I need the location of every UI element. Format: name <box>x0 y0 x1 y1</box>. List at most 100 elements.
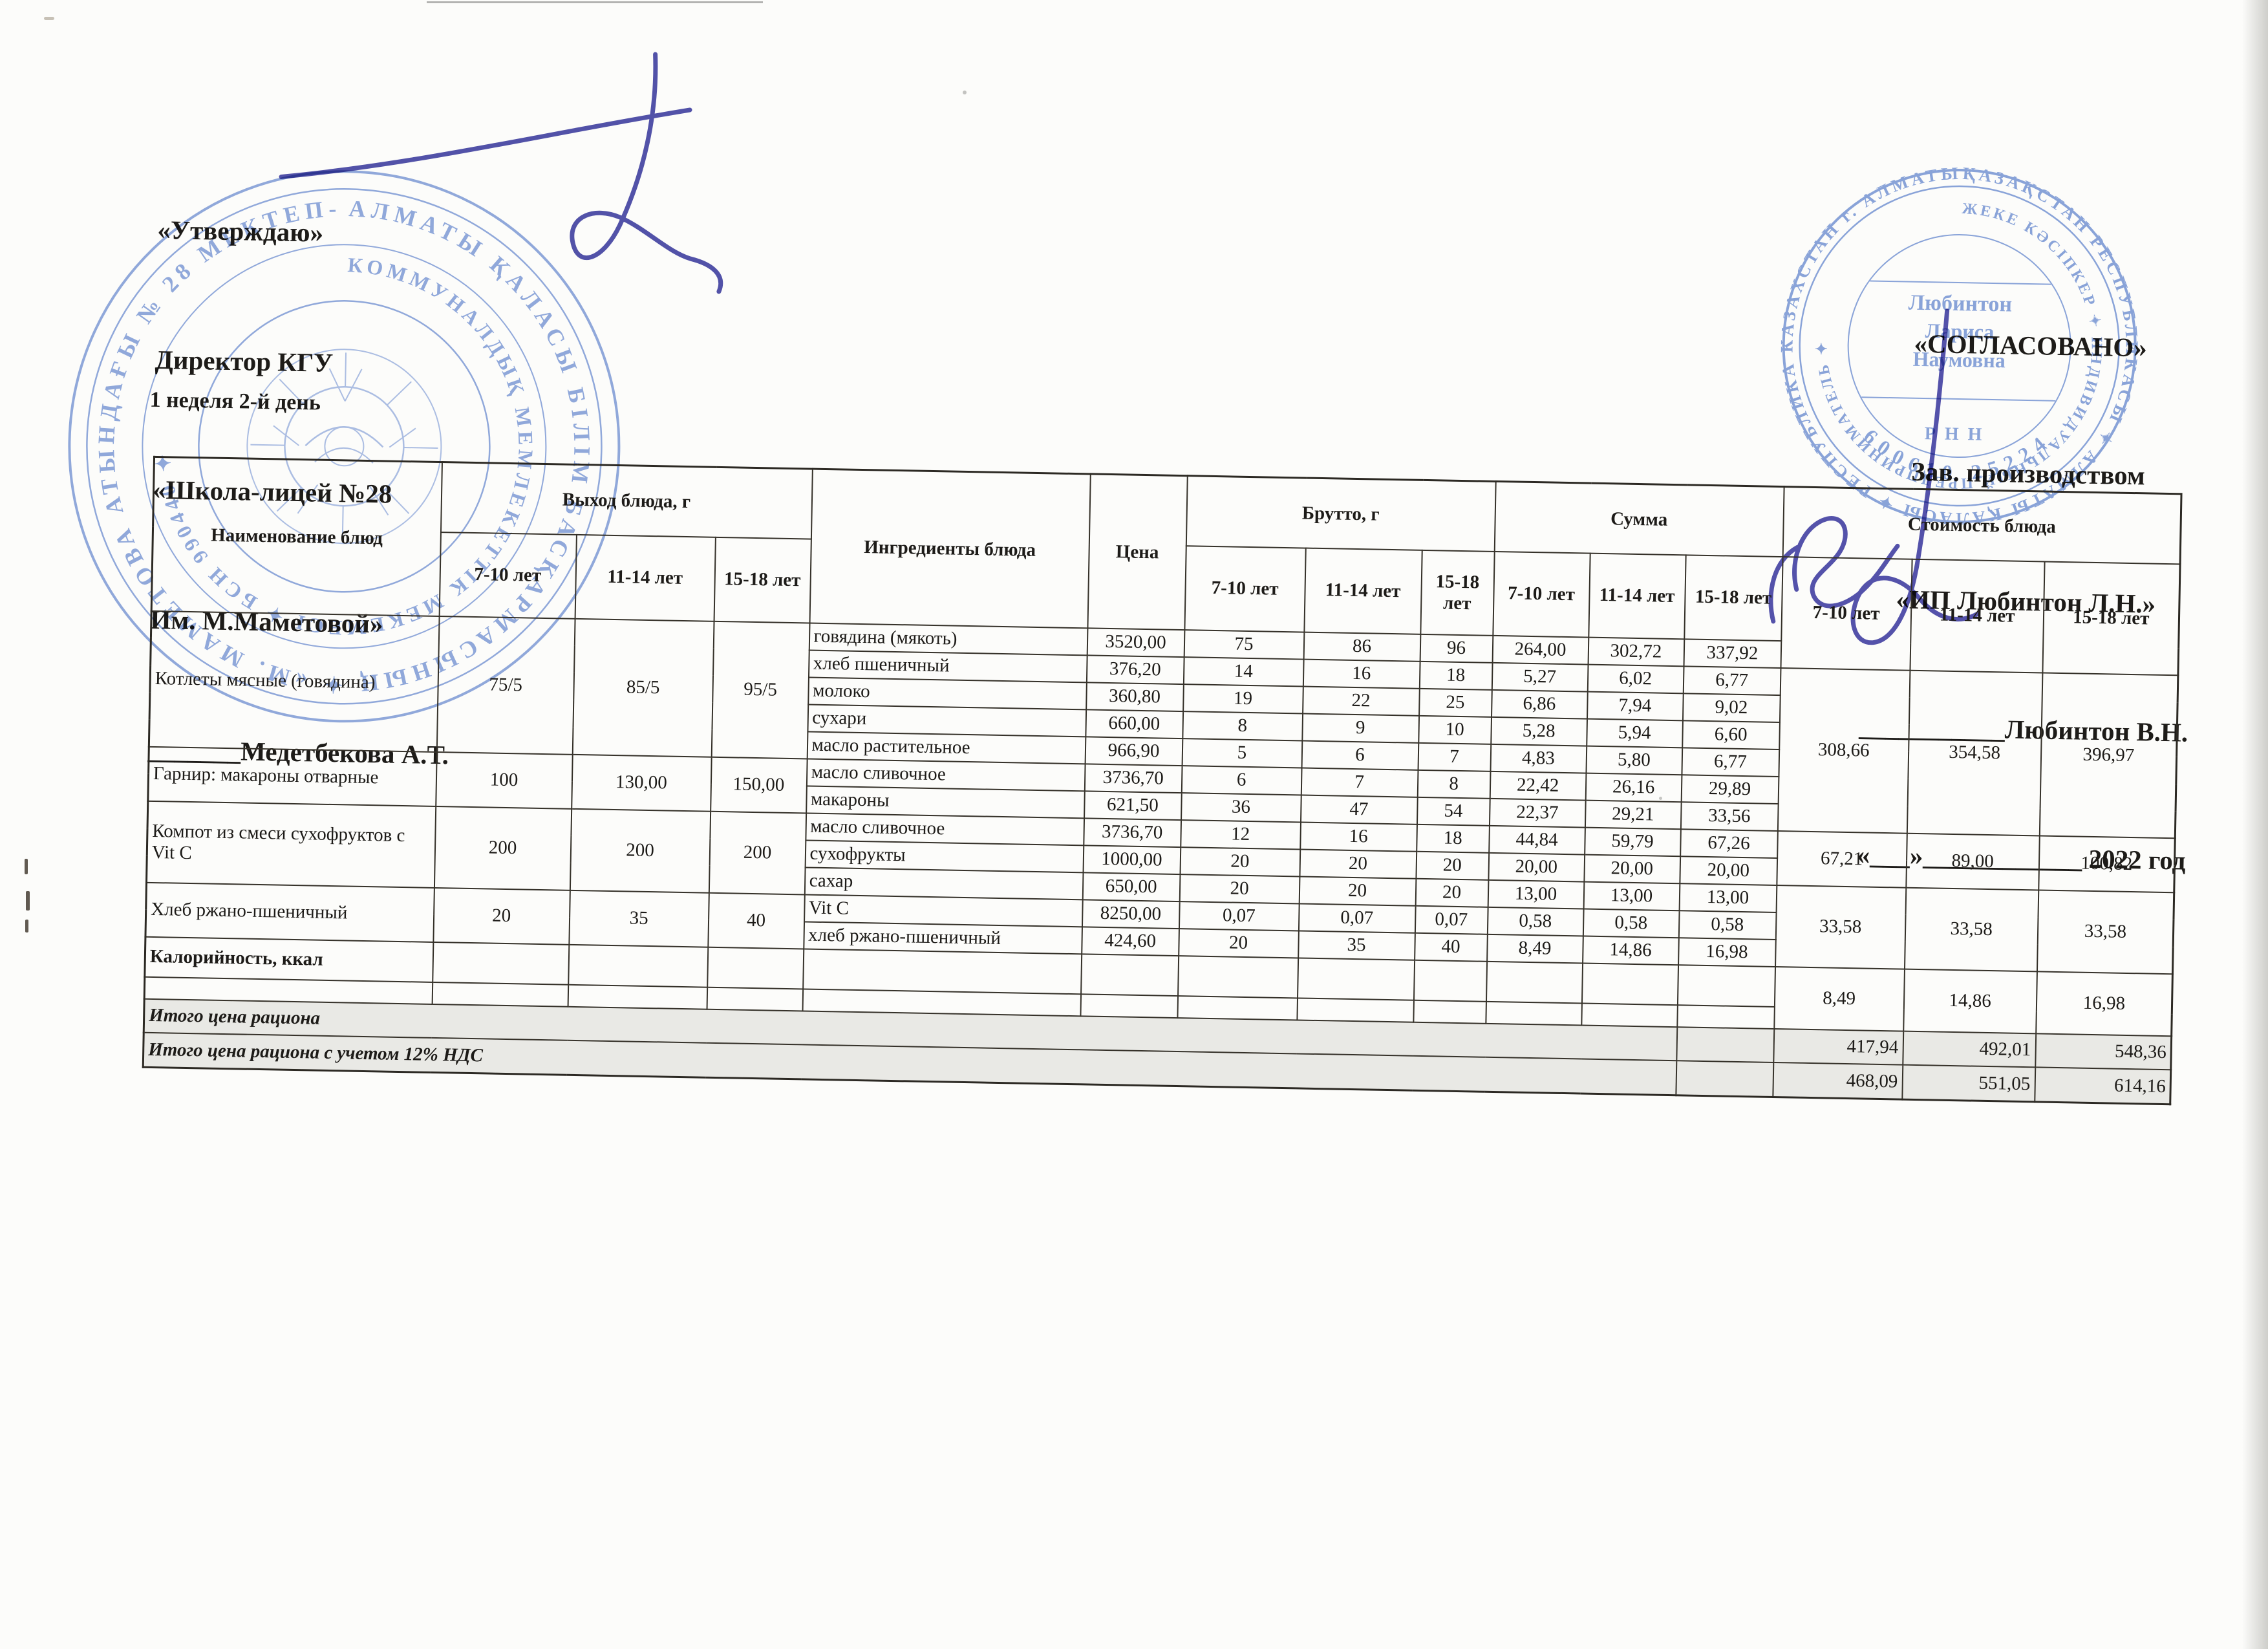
cell-output: 20 <box>433 887 570 945</box>
menu-cost-table: Наименование блюд Выход блюда, г Ингреди… <box>142 455 2183 1106</box>
margin-pen-mark <box>25 920 28 932</box>
cell-calories-label: Калорийность, ккал <box>144 936 433 982</box>
cell-dish-cost: 33,58 <box>1904 887 2038 971</box>
cell-price: 650,00 <box>1082 872 1181 901</box>
scan-speck <box>1659 797 1662 800</box>
stamp-ring <box>142 244 547 649</box>
cell-sum: 13,00 <box>1679 883 1777 912</box>
cell-brutto: 36 <box>1181 792 1301 822</box>
cell-dish-cost: 14,86 <box>1903 969 2037 1033</box>
cell-brutto: 20 <box>1178 928 1299 958</box>
cell-empty <box>707 987 803 1011</box>
cell-dish-cost: 396,97 <box>2039 672 2178 838</box>
cell-brutto: 0,07 <box>1298 903 1416 933</box>
cell-brutto: 16 <box>1303 659 1420 689</box>
cell-brutto: 14 <box>1183 656 1304 687</box>
cell-output: 100 <box>435 751 573 809</box>
cell-sum: 67,26 <box>1680 828 1778 858</box>
cell-sum: 29,89 <box>1681 774 1779 804</box>
stamp-ring <box>198 300 491 593</box>
stamp-name-line: Лариса <box>1925 319 1994 343</box>
cell-empty <box>432 942 569 985</box>
cell-sum: 22,42 <box>1490 771 1587 801</box>
cell-dish-cost: 89,00 <box>1905 833 2040 890</box>
stamp-ring <box>1782 169 2137 524</box>
cell-brutto: 8 <box>1417 770 1491 799</box>
header-sum-group: Сумма <box>1494 481 1784 557</box>
header-age: 11-14 лет <box>1303 548 1422 634</box>
cell-dish-name: Гарнир: макароны отварные <box>147 746 437 806</box>
cell-total-value: 548,36 <box>2035 1033 2172 1070</box>
stamp-emblem <box>246 349 442 544</box>
cell-output: 35 <box>568 890 709 947</box>
cell-brutto: 20 <box>1299 876 1416 906</box>
cell-dish-cost: 8,49 <box>1773 966 1905 1031</box>
cell-price: 660,00 <box>1085 709 1183 738</box>
header-age: 7-10 лет <box>439 532 577 619</box>
cell-output: 150,00 <box>710 757 808 813</box>
cell-sum: 4,83 <box>1490 744 1587 773</box>
header-age: 15-18 лет <box>1684 554 1783 641</box>
cell-sum: 59,79 <box>1584 827 1681 856</box>
cell-brutto: 6 <box>1301 740 1418 770</box>
header-output-group: Выход блюда, г <box>440 462 813 539</box>
cell-price: 3736,70 <box>1083 817 1181 847</box>
cell-brutto: 54 <box>1417 797 1490 826</box>
cell-empty <box>1677 964 1775 1007</box>
cell-total-value: 551,05 <box>1901 1064 2035 1102</box>
cell-output: 200 <box>709 811 806 894</box>
cell-empty <box>568 944 708 987</box>
cell-sum: 302,72 <box>1588 637 1684 666</box>
cell-sum: 0,58 <box>1487 907 1584 936</box>
cell-brutto: 22 <box>1302 686 1420 716</box>
cell-price: 966,90 <box>1085 736 1182 766</box>
cell-sum: 29,21 <box>1585 800 1682 829</box>
cell-dish-cost: 354,58 <box>1907 670 2042 835</box>
cell-sum: 13,00 <box>1488 879 1584 909</box>
cell-empty <box>1581 963 1678 1005</box>
header-age: 7-10 лет <box>1492 551 1590 638</box>
signature-stroke <box>1792 516 1900 609</box>
cell-price: 621,50 <box>1084 790 1182 820</box>
header-age: 7-10 лет <box>1184 545 1306 632</box>
school-round-stamp: АЛМАТЫ ҚАЛАСЫ БІЛІМ БАСҚАРМАСЫНЫҢ ✦ «М. … <box>54 156 621 723</box>
stamp-rings <box>1782 169 2137 524</box>
scan-speck <box>963 91 967 94</box>
cell-empty <box>802 948 1082 994</box>
cell-total-value: 492,01 <box>1902 1031 2036 1067</box>
cell-dish-cost: 16,98 <box>2035 971 2173 1036</box>
cell-brutto: 8 <box>1182 711 1303 741</box>
stamp-ring <box>68 170 621 723</box>
cell-empty <box>1486 961 1583 1004</box>
cell-dish-name: Котлеты мясные (говядина) <box>149 610 440 752</box>
signature-stroke <box>279 107 692 179</box>
cell-output: 200 <box>570 808 711 893</box>
cell-brutto: 86 <box>1303 632 1420 662</box>
cell-brutto: 10 <box>1418 715 1492 744</box>
cell-price: 360,80 <box>1086 682 1184 711</box>
cell-empty <box>1676 1026 1774 1062</box>
header-ingredients: Ингредиенты блюда <box>809 469 1091 628</box>
director-signature <box>279 52 723 294</box>
cell-price: 8250,00 <box>1082 899 1180 929</box>
scan-edge-shadow <box>2242 0 2268 1649</box>
cell-empty <box>1581 1003 1678 1027</box>
cell-total-value: 614,16 <box>2034 1066 2171 1105</box>
cell-dish-name: Компот из смеси сухофруктов с Vit C <box>146 801 436 888</box>
cell-brutto: 35 <box>1298 930 1415 960</box>
cell-sum: 7,94 <box>1587 691 1684 720</box>
cell-brutto: 20 <box>1415 851 1489 880</box>
cell-brutto: 7 <box>1418 742 1491 771</box>
cell-sum: 6,86 <box>1491 689 1588 719</box>
cell-sum: 6,77 <box>1683 665 1781 695</box>
cell-empty <box>1413 1000 1486 1024</box>
stamp-ring <box>1847 234 2071 458</box>
cell-sum: 5,80 <box>1586 746 1682 775</box>
cell-brutto: 40 <box>1414 932 1488 962</box>
cell-brutto: 96 <box>1420 634 1493 663</box>
cell-output: 200 <box>434 806 572 890</box>
cell-brutto: 20 <box>1180 846 1300 876</box>
cell-empty <box>1177 955 1298 998</box>
cell-sum: 6,77 <box>1681 747 1779 777</box>
